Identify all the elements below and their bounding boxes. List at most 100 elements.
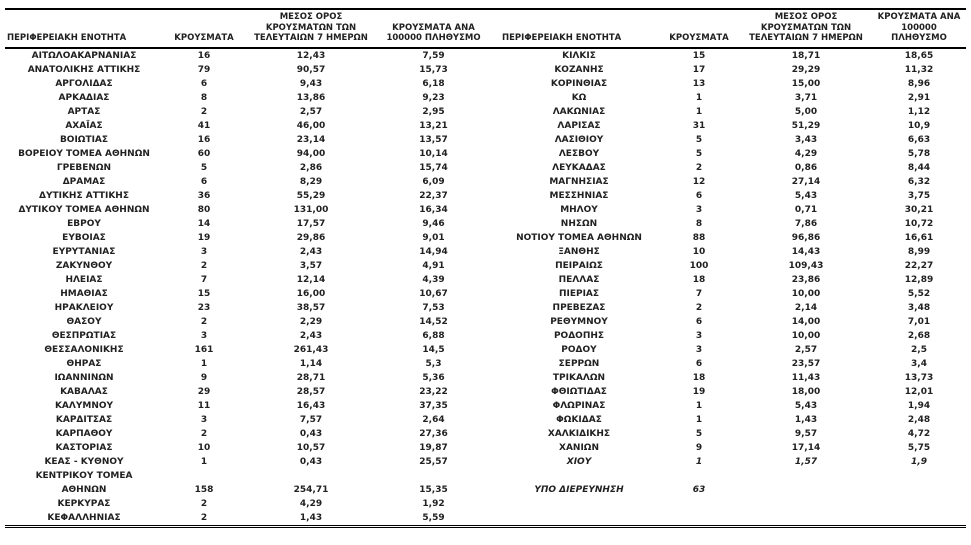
cell-spacer xyxy=(490,77,500,91)
cell-cases: 6 xyxy=(200,176,208,187)
cell-per100k: 14,52 xyxy=(419,316,448,327)
cell-entity-name: ΡΟΔΟΠΗΣ xyxy=(553,330,605,341)
cell-cases: 161 xyxy=(194,344,214,355)
cell-entity-name: ΑΡΚΑΔΙΑΣ xyxy=(58,92,110,103)
cell-cases: 10 xyxy=(692,246,706,257)
cell-per100k: 9,46 xyxy=(422,218,445,229)
cell-cases: 2 xyxy=(695,302,703,313)
cell-entity-name: ΘΕΣΣΑΛΟΝΙΚΗΣ xyxy=(44,344,124,355)
cell-cases xyxy=(658,497,740,511)
cell-per100k: 4,91 xyxy=(422,260,445,271)
cell-per100k xyxy=(872,511,966,527)
cell-entity-name: ΖΑΚΥΝΘΟΥ xyxy=(55,260,113,271)
cell-per100k: 9,23 xyxy=(422,92,445,103)
cell-avg7: 9,43 xyxy=(299,78,323,89)
cell-entity-name: ΚΑΡΠΑΘΟΥ xyxy=(55,428,113,439)
cell-avg7: 0,43 xyxy=(299,428,323,439)
cell-avg7: 2,29 xyxy=(299,316,323,327)
cell-entity-name: ΝΟΤΙΟΥ ΤΟΜΕΑ ΑΘΗΝΩΝ xyxy=(516,232,642,243)
cell-avg7: 51,29 xyxy=(791,120,821,131)
cell-spacer xyxy=(490,511,500,527)
cell-spacer xyxy=(490,133,500,147)
cell-entity-name: ΘΑΣΟΥ xyxy=(66,316,102,327)
cell-avg7: 5,00 xyxy=(794,106,818,117)
cell-avg7: 18,71 xyxy=(791,50,821,61)
cell-cases: 1 xyxy=(200,456,208,467)
cell-entity-name: ΑΡΓΟΛΙΔΑΣ xyxy=(55,78,113,89)
cell-per100k: 13,73 xyxy=(904,372,934,383)
cell-entity-name: ΠΕΛΛΑΣ xyxy=(558,274,600,285)
cell-avg7: 94,00 xyxy=(296,148,326,159)
cell-avg7: 9,57 xyxy=(794,428,818,439)
cell-cases: 7 xyxy=(200,274,208,285)
table-row: ΑΘΗΝΩΝ 158 254,71 15,35 ΥΠΟ ΔΙΕΡΕΥΝΗΣΗ 63 xyxy=(5,483,966,497)
cell-avg7: 8,29 xyxy=(299,176,323,187)
cell-cases: 9 xyxy=(200,372,208,383)
cell-per100k: 6,18 xyxy=(422,78,445,89)
cell-entity-name xyxy=(500,469,658,483)
cell-entity-name: ΚΩ xyxy=(571,92,587,103)
cell-entity-name: ΕΒΡΟΥ xyxy=(67,218,101,229)
cell-entity-name: ΛΕΥΚΑΔΑΣ xyxy=(552,162,606,173)
table-row: ΚΕΦΑΛΛΗΝΙΑΣ 2 1,43 5,59 xyxy=(5,511,966,527)
cell-entity-name: ΑΙΤΩΛΟΑΚΑΡΝΑΝΙΑΣ xyxy=(31,50,137,61)
header-avg7-right: ΜΕΣΟΣ ΟΡΟΣ ΚΡΟΥΣΜΑΤΩΝ ΤΩΝ ΤΕΛΕΥΤΑΙΩΝ 7 Η… xyxy=(749,12,863,44)
table-row: ΑΧΑΪΑΣ 41 46,00 13,21 ΛΑΡΙΣΑΣ 31 51,29 10,9 xyxy=(5,119,966,133)
cell-entity-name: ΚΟΡΙΝΘΙΑΣ xyxy=(550,78,608,89)
cell-cases: 23 xyxy=(197,302,211,313)
cell-avg7: 4,29 xyxy=(794,148,818,159)
cell-cases: 2 xyxy=(200,316,208,327)
cell-avg7: 7,86 xyxy=(794,218,818,229)
cell-avg7: 96,86 xyxy=(791,232,821,243)
cell-entity-name: ΔΡΑΜΑΣ xyxy=(62,176,106,187)
cell-cases: 3 xyxy=(695,330,703,341)
cell-per100k: 2,91 xyxy=(907,92,931,103)
cell-per100k: 1,94 xyxy=(907,400,931,411)
header-row: ΠΕΡΙΦΕΡΕΙΑΚΗ ΕΝΟΤΗΤΑ ΚΡΟΥΣΜΑΤΑ ΜΕΣΟΣ ΟΡΟ… xyxy=(5,9,966,48)
cell-avg7: 14,43 xyxy=(791,246,821,257)
cell-cases: 17 xyxy=(692,64,706,75)
cell-entity-name: ΦΩΚΙΔΑΣ xyxy=(556,414,602,425)
cell-avg7: 2,43 xyxy=(299,246,323,257)
cell-avg7: 4,29 xyxy=(299,498,323,509)
cell-cases: 5 xyxy=(200,162,208,173)
cell-avg7: 10,00 xyxy=(791,330,821,341)
table-header: ΠΕΡΙΦΕΡΕΙΑΚΗ ΕΝΟΤΗΤΑ ΚΡΟΥΣΜΑΤΑ ΜΕΣΟΣ ΟΡΟ… xyxy=(5,9,966,48)
cell-avg7: 2,57 xyxy=(794,344,818,355)
cell-entity-name: ΚΕΦΑΛΛΗΝΙΑΣ xyxy=(47,512,121,523)
cell-spacer xyxy=(490,175,500,189)
cell-entity-name: ΗΡΑΚΛΕΙΟΥ xyxy=(54,302,114,313)
table-row: ΗΜΑΘΙΑΣ 15 16,00 10,67 ΠΙΕΡΙΑΣ 7 10,00 5,52 xyxy=(5,287,966,301)
cell-entity-name: ΚΑΒΑΛΑΣ xyxy=(60,386,108,397)
cell-per100k: 18,65 xyxy=(904,50,934,61)
table-row: ΑΡΓΟΛΙΔΑΣ 6 9,43 6,18 ΚΟΡΙΝΘΙΑΣ 13 15,00 8,96 xyxy=(5,77,966,91)
cell-cases: 15 xyxy=(692,50,706,61)
cell-cases: 11 xyxy=(197,400,211,411)
cell-cases: 19 xyxy=(197,232,211,243)
table-row: ΑΡΤΑΣ 2 2,57 2,95 ΛΑΚΩΝΙΑΣ 1 5,00 1,12 xyxy=(5,105,966,119)
table-row: ΑΙΤΩΛΟΑΚΑΡΝΑΝΙΑΣ 16 12,43 7,59 ΚΙΛΚΙΣ 15 18,71… xyxy=(5,48,966,63)
cell-avg7 xyxy=(740,497,872,511)
header-spacer xyxy=(490,9,500,48)
cell-cases: 88 xyxy=(692,232,706,243)
cell-per100k: 7,01 xyxy=(907,316,931,327)
cell-cases: 3 xyxy=(695,204,703,215)
cell-avg7: 27,14 xyxy=(791,176,821,187)
cell-avg7: 23,14 xyxy=(296,134,326,145)
cell-per100k: 16,34 xyxy=(419,204,448,215)
header-per100k-right: ΚΡΟΥΣΜΑΤΑ ΑΝΑ 100000 ΠΛΗΘΥΣΜΟ xyxy=(877,12,961,44)
cell-entity-name: ΧΑΝΙΩΝ xyxy=(559,442,599,453)
cell-cases: 19 xyxy=(692,386,706,397)
table-row: ΙΩΑΝΝΙΝΩΝ 9 28,71 5,36 ΤΡΙΚΑΛΩΝ 18 11,43 13,73 xyxy=(5,371,966,385)
cell-per100k: 12,01 xyxy=(904,386,934,397)
cell-avg7 xyxy=(245,469,377,483)
cell-per100k: 13,21 xyxy=(419,120,448,131)
cell-avg7: 13,86 xyxy=(296,92,326,103)
cell-cases: 13 xyxy=(692,78,706,89)
cell-entity-name: ΚΑΡΔΙΤΣΑΣ xyxy=(55,414,113,425)
cell-avg7: 90,57 xyxy=(296,64,326,75)
cell-per100k: 3,4 xyxy=(911,358,927,369)
cell-avg7: 17,57 xyxy=(296,218,326,229)
cell-per100k: 5,75 xyxy=(907,442,931,453)
cell-entity-name: ΣΕΡΡΩΝ xyxy=(558,358,600,369)
